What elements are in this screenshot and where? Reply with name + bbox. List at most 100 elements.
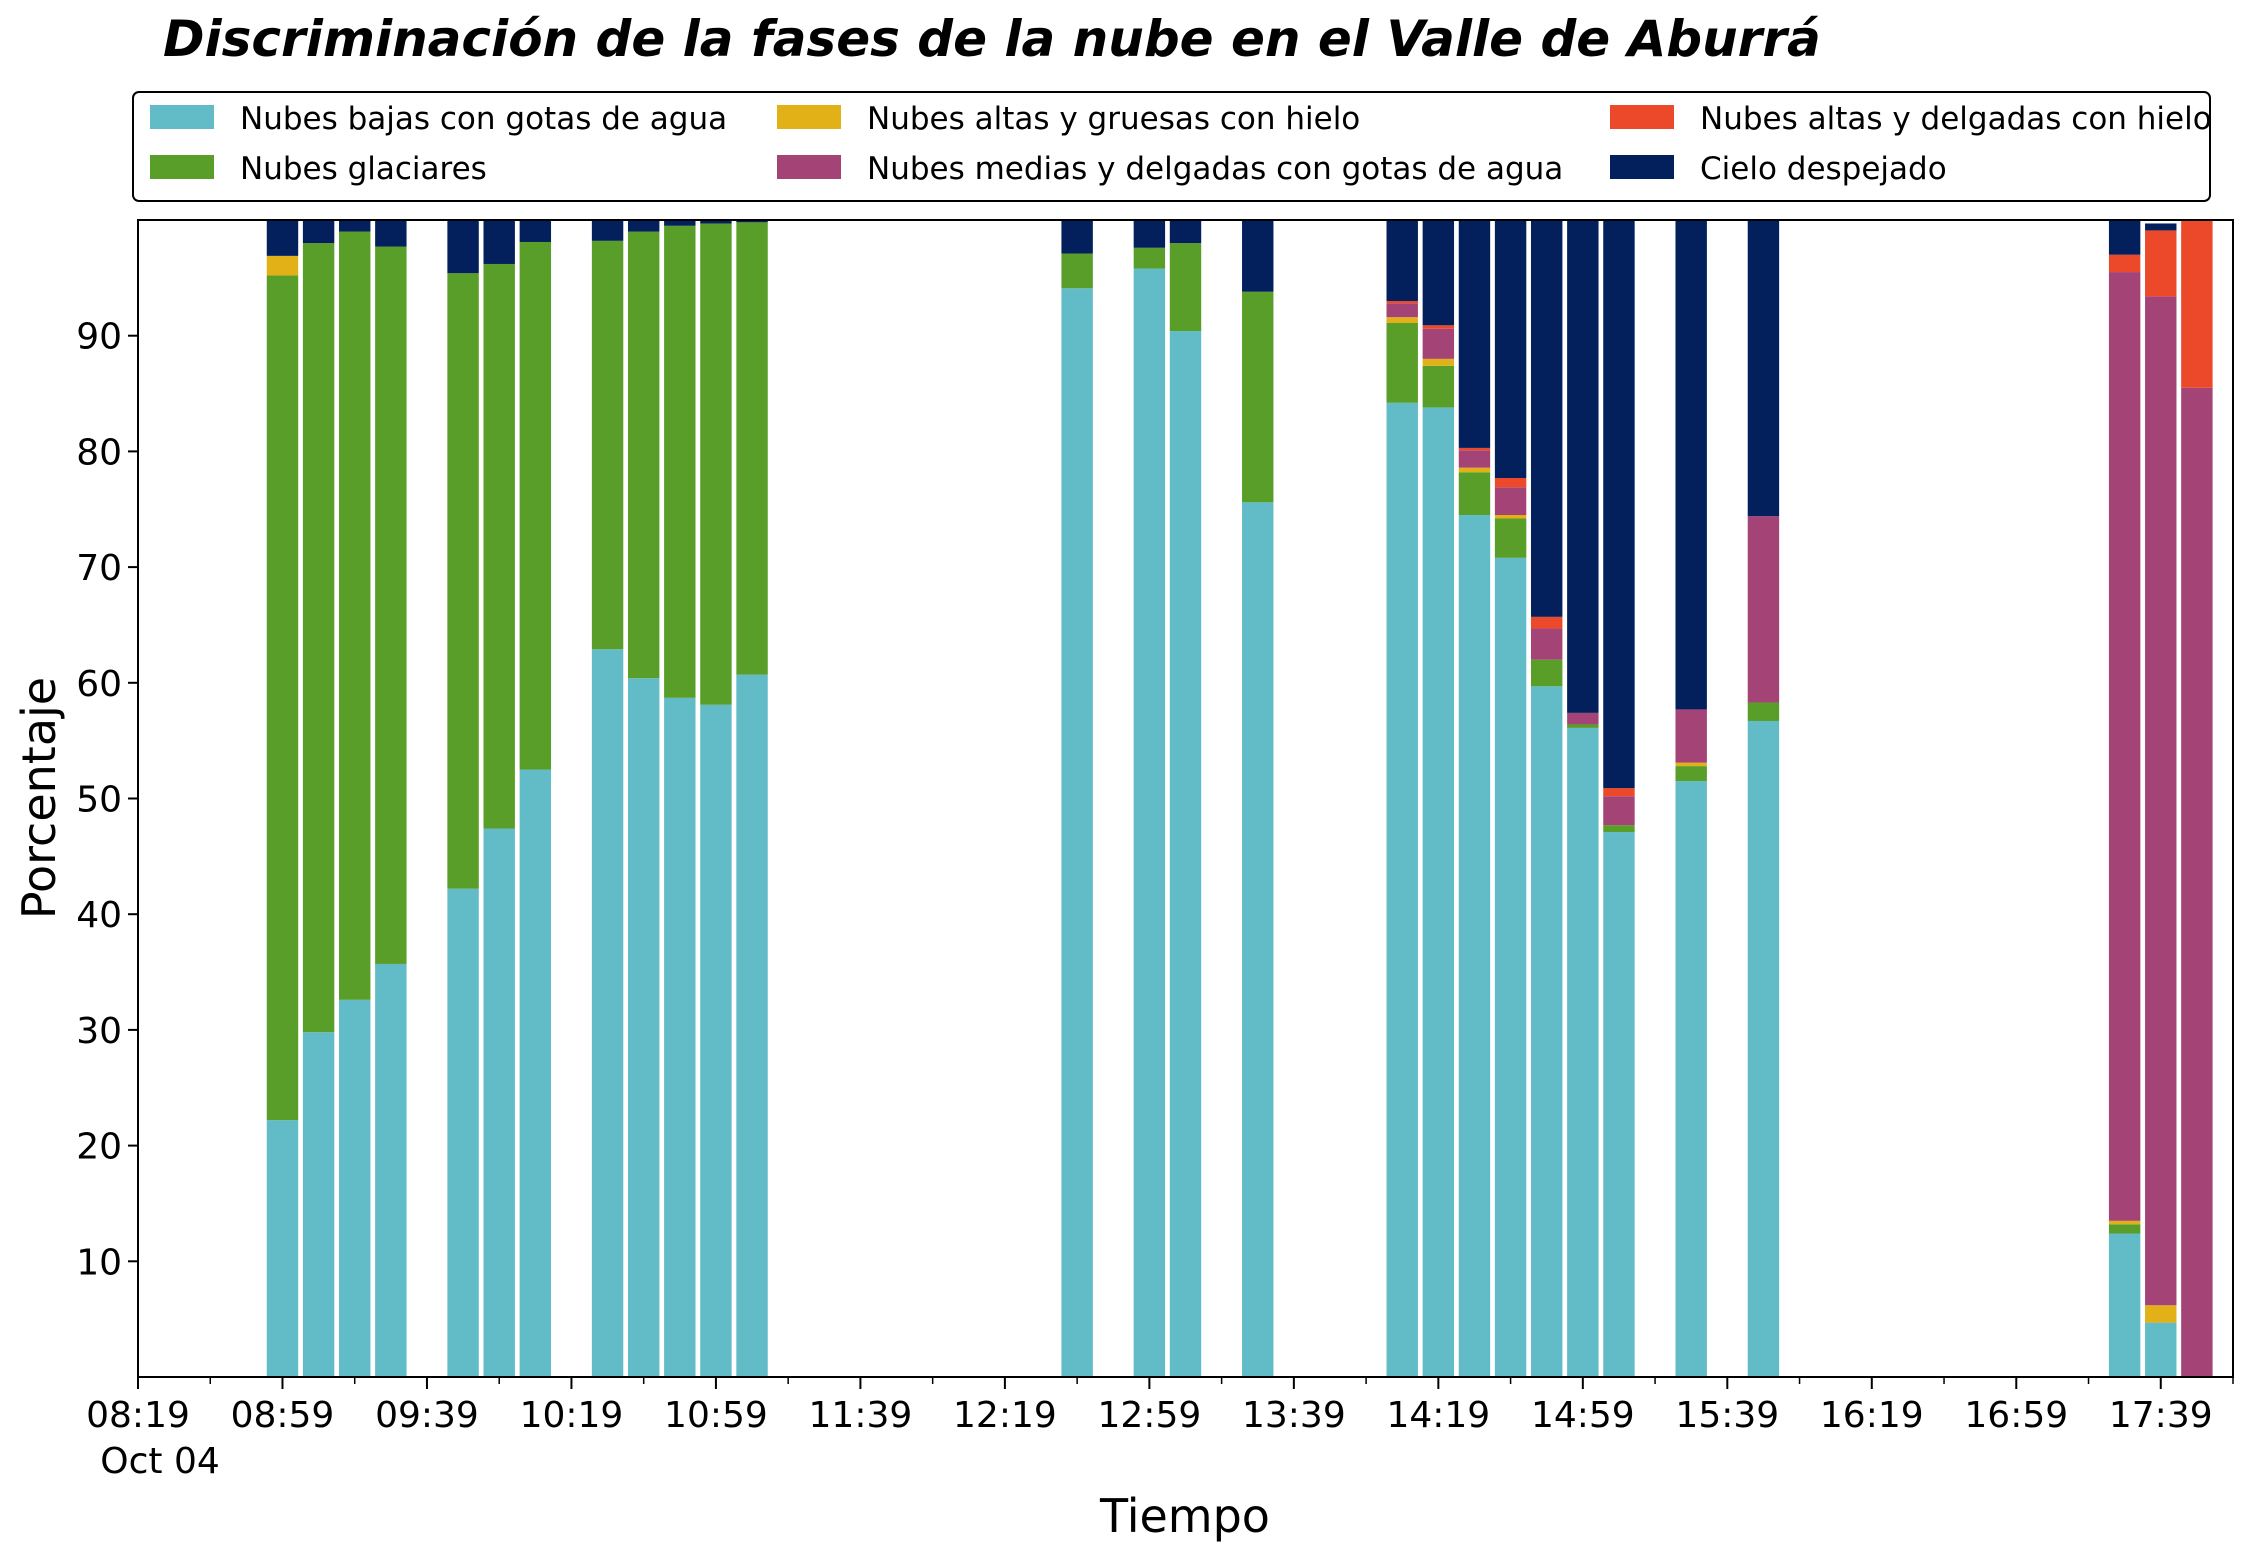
bar-segment (375, 220, 407, 247)
bar-segment (1458, 515, 1491, 1377)
bar-segment (1133, 247, 1166, 269)
bar-segment (700, 220, 732, 224)
y-axis-label: Porcentaje (12, 677, 66, 919)
bar-segment (447, 888, 479, 1377)
bar-segment (1530, 220, 1563, 617)
bar-segment (1169, 331, 1202, 1377)
x-tick-label: 11:39 (809, 1395, 913, 1436)
bar-segment (627, 678, 660, 1377)
bar-segment (627, 231, 660, 679)
bar-segment (1386, 220, 1418, 301)
x-tick-label: 16:19 (1820, 1395, 1924, 1436)
bar-segment (2108, 1220, 2141, 1225)
bar-segment (627, 220, 660, 232)
bar-segment (664, 225, 696, 698)
y-tick-label: 30 (76, 1011, 122, 1052)
bars-layer (266, 220, 2213, 1378)
bar-segment (664, 697, 696, 1377)
y-tick-label: 90 (76, 317, 122, 358)
bar-segment (2108, 220, 2141, 255)
x-tick-label: 09:39 (375, 1395, 479, 1436)
y-tick-label: 70 (76, 548, 122, 589)
bar-segment (1458, 467, 1491, 473)
bar-segment (1603, 788, 1635, 797)
bar-segment (1494, 478, 1527, 488)
y-tick-label: 40 (76, 895, 122, 936)
bar-segment (736, 220, 768, 223)
bar-segment (2145, 230, 2177, 297)
bar-segment (2145, 1322, 2177, 1377)
bar-segment (1386, 317, 1418, 323)
legend-label: Cielo despejado (1700, 151, 1947, 187)
bar-segment (519, 220, 552, 242)
x-date-label: Oct 04 (100, 1441, 220, 1482)
x-tick-label: 16:59 (1964, 1395, 2068, 1436)
legend-label: Nubes altas y delgadas con hielo (1700, 101, 2212, 137)
bar-segment (700, 704, 732, 1377)
bar-segment (447, 273, 479, 889)
bar-segment (1530, 659, 1563, 687)
bar-segment (1061, 220, 1093, 254)
bar-segment (519, 769, 552, 1377)
bar-segment (736, 222, 768, 675)
bar-segment (700, 223, 732, 705)
legend-swatch (777, 155, 841, 179)
legend-label: Nubes glaciares (240, 151, 487, 187)
bar-segment (1133, 220, 1166, 248)
bar-segment (1567, 724, 1599, 728)
bar-segment (1675, 709, 1707, 763)
bar-segment (1494, 220, 1527, 479)
bar-segment (591, 649, 624, 1377)
bar-segment (339, 231, 371, 1000)
bar-segment (2181, 220, 2213, 388)
bar-segment (1422, 358, 1455, 366)
bar-segment (1386, 303, 1418, 318)
legend-swatch (1610, 155, 1674, 179)
bar-segment (736, 674, 768, 1377)
x-tick-label: 10:59 (664, 1395, 768, 1436)
bar-segment (2108, 272, 2141, 1221)
bar-segment (483, 263, 515, 829)
bar-segment (1603, 220, 1635, 789)
bar-segment (1422, 325, 1455, 329)
bar-segment (1603, 825, 1635, 833)
legend: Nubes bajas con gotas de agua Nubes glaci… (132, 91, 2212, 202)
bar-segment (591, 220, 624, 241)
bar-segment (266, 1120, 299, 1377)
y-tick-label: 60 (76, 664, 122, 705)
x-tick-label: 12:19 (953, 1395, 1057, 1436)
bar-segment (1169, 220, 1202, 244)
bar-segment (1675, 781, 1707, 1377)
bar-segment (1747, 702, 1780, 721)
bar-segment (1603, 832, 1635, 1377)
y-tick-label: 10 (76, 1242, 122, 1283)
bar-segment (1567, 712, 1599, 725)
bar-segment (1458, 450, 1491, 468)
bar-segment (1494, 557, 1527, 1377)
bar-segment (2145, 223, 2177, 231)
x-axis: 08:19 08:59 09:39 10:19 10:59 11:39 12:19 12:59… (86, 1377, 2234, 1436)
x-axis-label: Tiempo (1099, 1489, 1270, 1543)
legend-label: Nubes bajas con gotas de agua (240, 101, 727, 137)
legend-swatch (150, 105, 214, 129)
bar-segment (1422, 365, 1455, 408)
x-tick-label: 08:59 (231, 1395, 335, 1436)
bar-segment (2108, 1224, 2141, 1234)
bar-segment (1133, 268, 1166, 1378)
bar-segment (1169, 243, 1202, 332)
x-tick-label: 15:39 (1675, 1395, 1779, 1436)
plot-area: 10 20 30 40 50 60 70 80 90 08:19 08:59 09:39 10:19 1… (76, 219, 2234, 1436)
bar-segment (1422, 328, 1455, 359)
bar-segment (2181, 387, 2213, 1377)
legend-swatch (150, 155, 214, 179)
bar-segment (302, 243, 335, 1033)
legend-label: Nubes altas y gruesas con hielo (867, 101, 1360, 137)
bar-segment (1494, 518, 1527, 558)
bar-segment (1386, 402, 1418, 1377)
bar-segment (1242, 220, 1274, 292)
y-tick-label: 20 (76, 1127, 122, 1168)
bar-segment (1458, 220, 1491, 448)
bar-segment (519, 241, 552, 770)
legend-swatch (1610, 105, 1674, 129)
bar-segment (1747, 516, 1780, 703)
